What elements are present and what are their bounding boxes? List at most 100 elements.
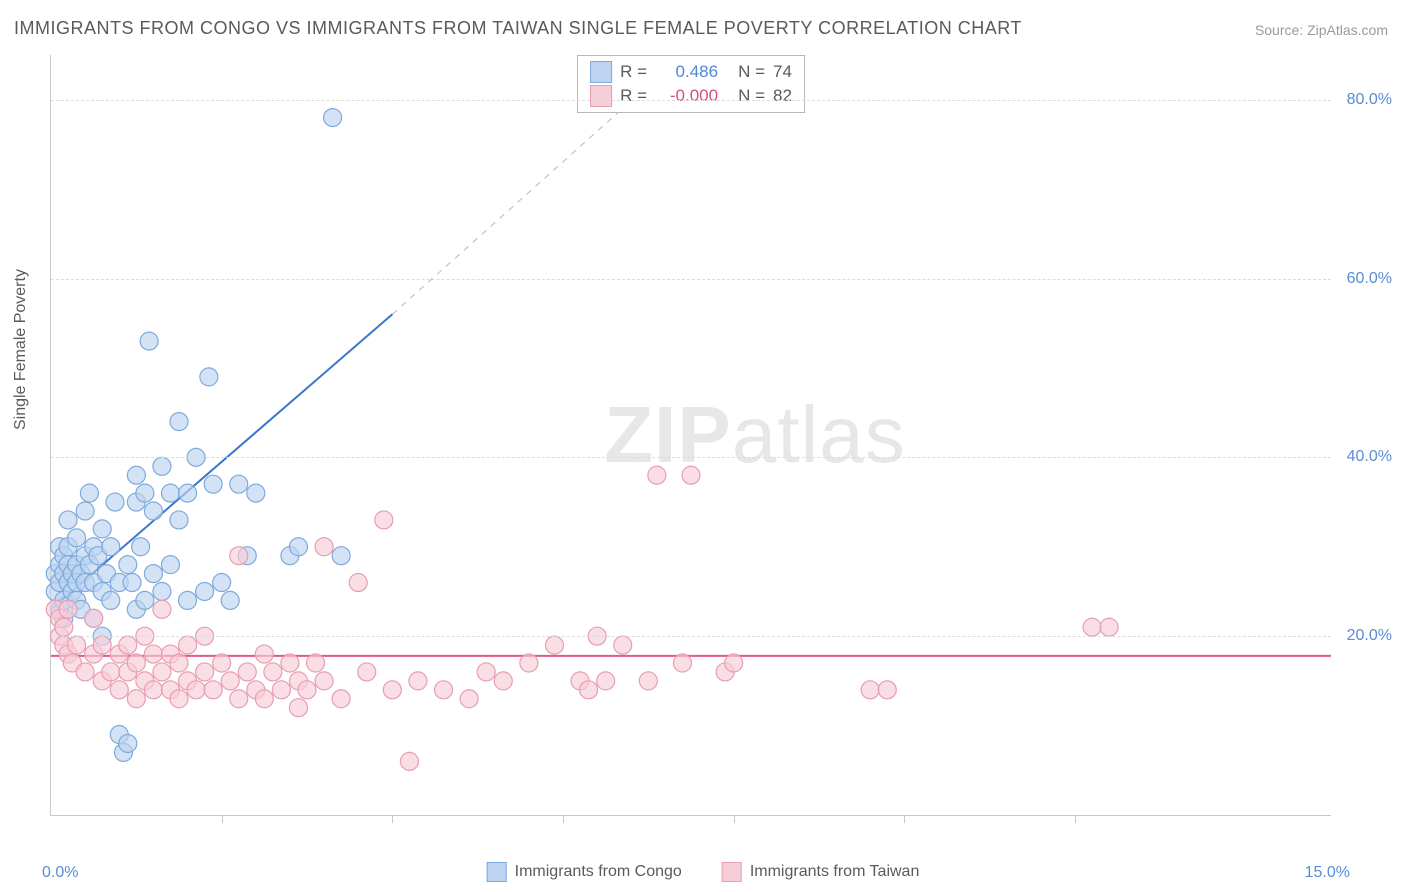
y-tick-label: 60.0%	[1347, 270, 1392, 288]
data-point-congo	[136, 591, 154, 609]
stat-n-label: N =	[738, 84, 765, 108]
data-point-taiwan	[179, 636, 197, 654]
stat-r-label: R =	[620, 84, 650, 108]
data-point-taiwan	[144, 645, 162, 663]
data-point-taiwan	[861, 681, 879, 699]
data-point-congo	[230, 475, 248, 493]
y-axis-label: Single Female Poverty	[12, 269, 30, 430]
x-tick	[1075, 815, 1076, 823]
data-point-taiwan	[639, 672, 657, 690]
data-point-taiwan	[55, 618, 73, 636]
data-point-taiwan	[221, 672, 239, 690]
data-point-congo	[213, 574, 231, 592]
data-point-congo	[59, 511, 77, 529]
stat-swatch-taiwan	[590, 85, 612, 107]
x-tick	[392, 815, 393, 823]
data-point-taiwan	[76, 663, 94, 681]
data-point-taiwan	[315, 538, 333, 556]
data-point-congo	[196, 582, 214, 600]
data-point-taiwan	[238, 663, 256, 681]
stat-n-value: 74	[773, 60, 792, 84]
data-point-taiwan	[59, 600, 77, 618]
data-point-taiwan	[153, 663, 171, 681]
data-point-congo	[119, 556, 137, 574]
y-tick-label: 40.0%	[1347, 448, 1392, 466]
data-point-taiwan	[298, 681, 316, 699]
data-point-taiwan	[597, 672, 615, 690]
legend-bottom: Immigrants from Congo Immigrants from Tai…	[487, 862, 920, 882]
legend-item-congo: Immigrants from Congo	[487, 862, 682, 882]
x-tick	[222, 815, 223, 823]
data-point-congo	[136, 484, 154, 502]
data-point-congo	[332, 547, 350, 565]
legend-swatch-congo	[487, 862, 507, 882]
data-point-taiwan	[725, 654, 743, 672]
data-point-taiwan	[187, 681, 205, 699]
data-point-taiwan	[153, 600, 171, 618]
data-point-taiwan	[255, 690, 273, 708]
data-point-taiwan	[272, 681, 290, 699]
data-point-taiwan	[196, 663, 214, 681]
gridline	[51, 100, 1331, 101]
data-point-congo	[179, 591, 197, 609]
data-point-taiwan	[119, 636, 137, 654]
data-point-taiwan	[1083, 618, 1101, 636]
data-point-taiwan	[358, 663, 376, 681]
data-point-congo	[153, 457, 171, 475]
data-point-taiwan	[1100, 618, 1118, 636]
stat-r-value: 0.486	[658, 60, 718, 84]
data-point-taiwan	[281, 654, 299, 672]
y-tick-label: 20.0%	[1347, 627, 1392, 645]
stat-r-label: R =	[620, 60, 650, 84]
data-point-taiwan	[332, 690, 350, 708]
source-label: Source: ZipAtlas.com	[1255, 22, 1388, 38]
data-point-taiwan	[648, 466, 666, 484]
x-axis-label: 0.0%	[42, 864, 78, 882]
x-tick	[563, 815, 564, 823]
data-point-taiwan	[289, 699, 307, 717]
data-point-taiwan	[545, 636, 563, 654]
stat-r-value: -0.000	[658, 84, 718, 108]
data-point-congo	[127, 466, 145, 484]
stat-swatch-congo	[590, 61, 612, 83]
legend-swatch-taiwan	[722, 862, 742, 882]
data-point-taiwan	[494, 672, 512, 690]
data-point-taiwan	[230, 690, 248, 708]
data-point-taiwan	[170, 654, 188, 672]
data-point-taiwan	[127, 654, 145, 672]
stat-n-label: N =	[738, 60, 765, 84]
data-point-taiwan	[682, 466, 700, 484]
data-point-taiwan	[580, 681, 598, 699]
x-axis-label: 15.0%	[1305, 864, 1350, 882]
data-point-congo	[179, 484, 197, 502]
data-point-taiwan	[409, 672, 427, 690]
data-point-taiwan	[255, 645, 273, 663]
data-point-congo	[102, 538, 120, 556]
gridline	[51, 279, 1331, 280]
data-point-taiwan	[520, 654, 538, 672]
data-point-taiwan	[375, 511, 393, 529]
data-point-congo	[221, 591, 239, 609]
data-point-taiwan	[460, 690, 478, 708]
data-point-taiwan	[170, 690, 188, 708]
data-point-taiwan	[93, 636, 111, 654]
data-point-congo	[289, 538, 307, 556]
data-point-taiwan	[673, 654, 691, 672]
data-point-congo	[161, 556, 179, 574]
data-point-congo	[102, 591, 120, 609]
y-tick-label: 80.0%	[1347, 91, 1392, 109]
data-point-congo	[153, 582, 171, 600]
data-point-congo	[200, 368, 218, 386]
data-point-taiwan	[477, 663, 495, 681]
data-point-congo	[123, 574, 141, 592]
data-point-congo	[106, 493, 124, 511]
data-point-taiwan	[315, 672, 333, 690]
gridline	[51, 636, 1331, 637]
stat-row-congo: R = 0.486 N = 74	[590, 60, 792, 84]
plot-area: ZIPatlas R =0.486N =74R =-0.000N =82	[50, 55, 1331, 816]
data-point-congo	[170, 511, 188, 529]
data-point-taiwan	[264, 663, 282, 681]
legend-label-taiwan: Immigrants from Taiwan	[750, 863, 920, 881]
x-tick	[734, 815, 735, 823]
data-point-taiwan	[213, 654, 231, 672]
